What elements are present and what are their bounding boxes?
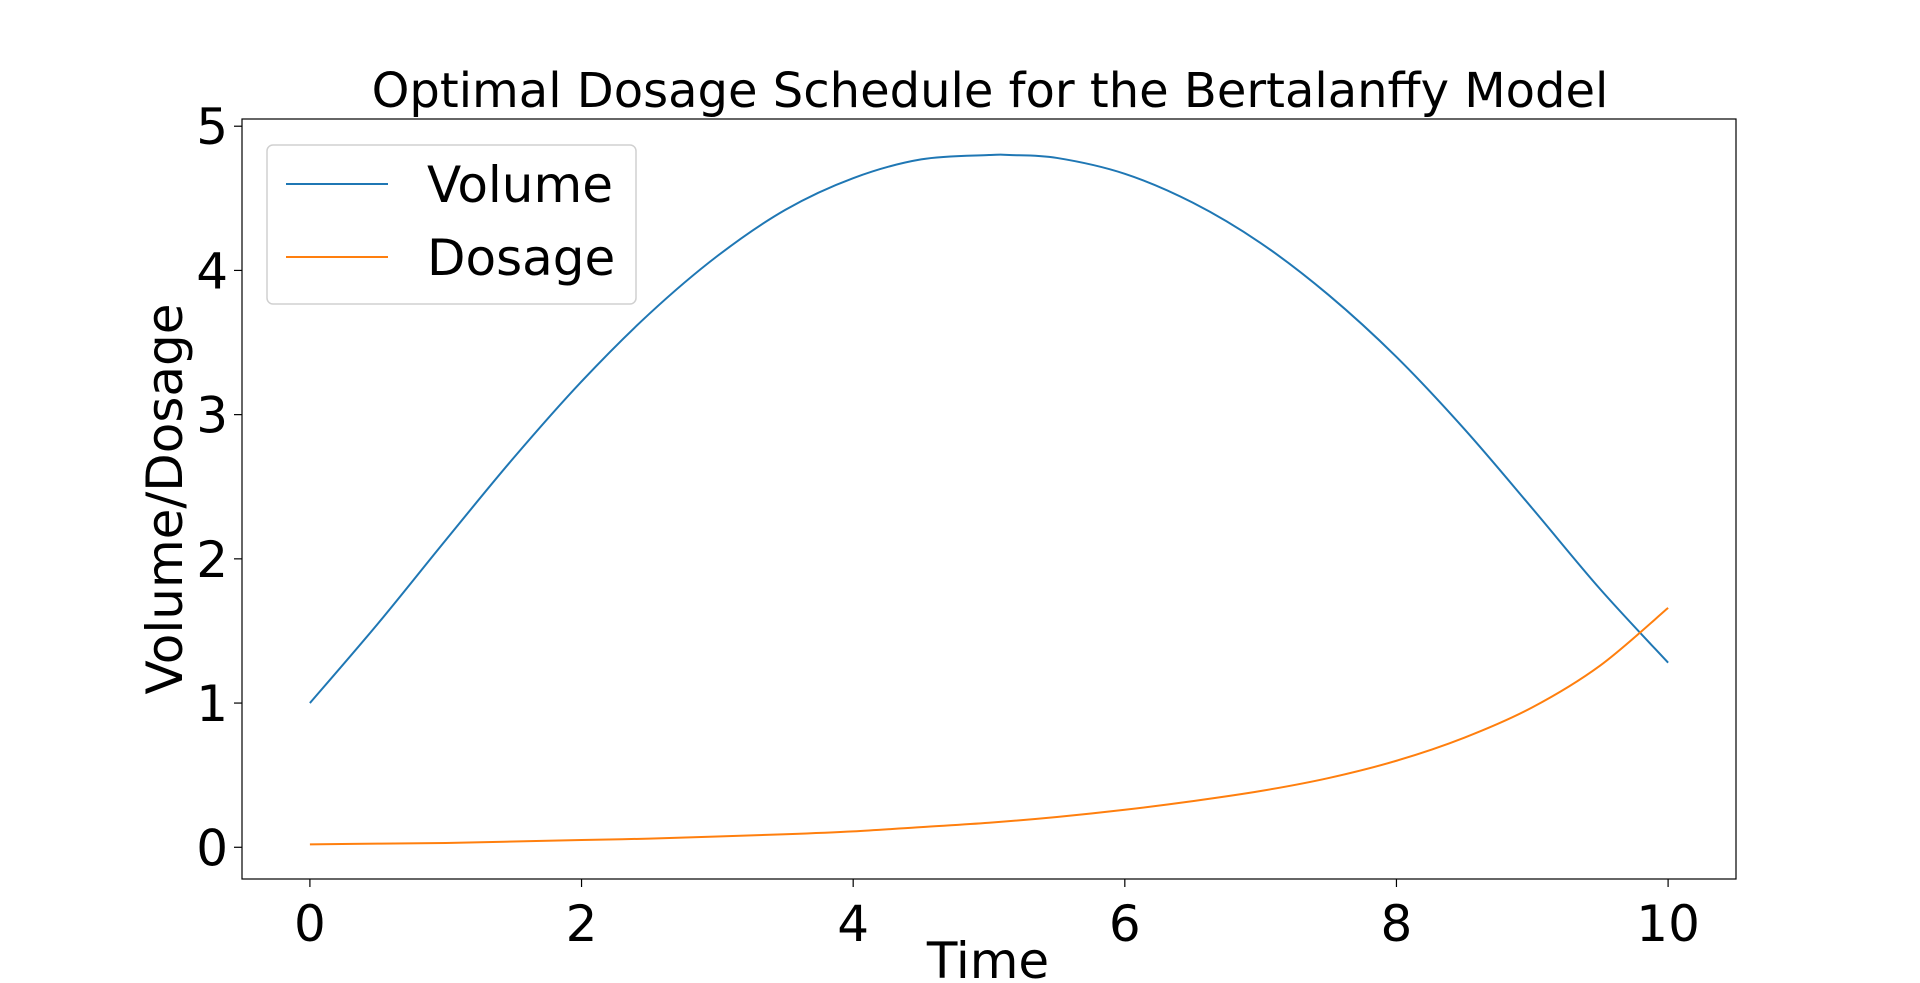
plot-area [309, 153, 1669, 846]
y-axis-label: Volume/Dosage [136, 303, 194, 694]
x-tick-label: 6 [1109, 895, 1141, 953]
x-tick-label: 0 [294, 895, 326, 953]
x-tick-label: 10 [1636, 895, 1700, 953]
series-line-dosage [309, 607, 1669, 846]
x-tick-label: 8 [1381, 895, 1413, 953]
x-axis-label: Time [926, 932, 1049, 983]
x-tick-label: 4 [837, 895, 869, 953]
chart-title: Optimal Dosage Schedule for the Bertalan… [372, 63, 1609, 119]
axis-ticks: 0 2 4 6 8 10 0 1 2 3 4 5 [196, 98, 1700, 953]
y-tick-label: 2 [196, 531, 228, 589]
plot-frame [241, 118, 1737, 880]
y-tick-label: 1 [196, 675, 228, 733]
legend-label-dosage: Dosage [427, 229, 615, 287]
y-tick-label: 0 [196, 819, 228, 877]
series-line-volume [309, 153, 1669, 704]
y-tick-label: 3 [196, 387, 228, 445]
x-tick-label: 2 [566, 895, 598, 953]
legend-label-volume: Volume [427, 156, 613, 214]
legend: Volume Dosage [266, 144, 637, 305]
y-tick-label: 5 [196, 98, 228, 156]
y-tick-label: 4 [196, 242, 228, 300]
